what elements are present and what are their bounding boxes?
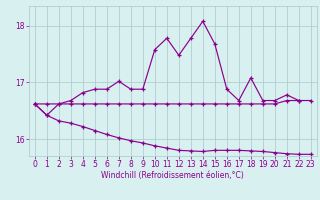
X-axis label: Windchill (Refroidissement éolien,°C): Windchill (Refroidissement éolien,°C): [101, 171, 244, 180]
